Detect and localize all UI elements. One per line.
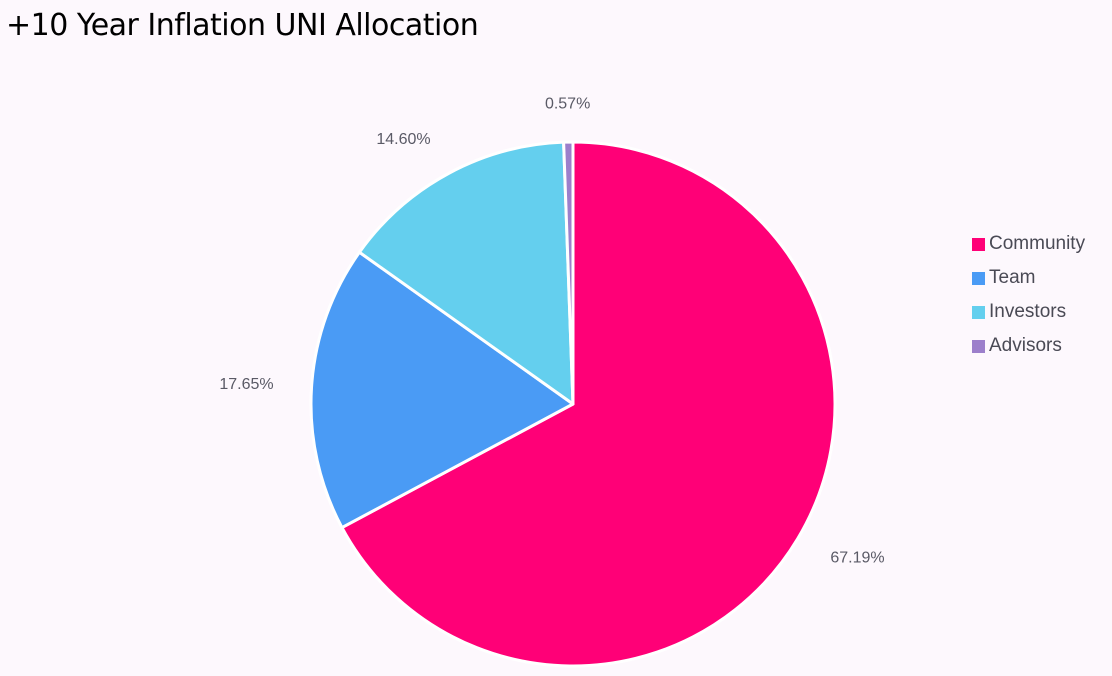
chart-legend: Community Team Investors Advisors <box>972 227 1085 363</box>
chart-title: +10 Year Inflation UNI Allocation <box>6 8 479 43</box>
pie-slices <box>309 140 837 668</box>
pie-slice-investors[interactable] <box>357 140 575 406</box>
slice-label-community: 67.19% <box>830 549 884 566</box>
pie-slice-team[interactable] <box>309 250 575 530</box>
legend-label-team: Team <box>989 267 1036 288</box>
legend-item-investors[interactable]: Investors <box>972 295 1085 329</box>
slice-label-team: 17.65% <box>219 376 273 393</box>
legend-swatch-community <box>972 237 985 251</box>
legend-swatch-team <box>972 271 985 285</box>
pie-slice-advisors[interactable] <box>562 140 575 406</box>
legend-item-community[interactable]: Community <box>972 227 1085 261</box>
legend-label-advisors: Advisors <box>989 335 1062 356</box>
legend-item-advisors[interactable]: Advisors <box>972 329 1085 363</box>
legend-item-team[interactable]: Team <box>972 261 1085 295</box>
pie-slice-community[interactable] <box>340 140 837 668</box>
legend-label-investors: Investors <box>989 301 1067 322</box>
slice-label-investors: 14.60% <box>376 131 430 148</box>
legend-swatch-investors <box>972 305 985 319</box>
slice-label-advisors: 0.57% <box>545 95 590 112</box>
legend-swatch-advisors <box>972 339 985 353</box>
legend-label-community: Community <box>989 233 1086 254</box>
pie-slice-labels: 67.19% 17.65% 14.60% 0.57% <box>219 95 884 566</box>
